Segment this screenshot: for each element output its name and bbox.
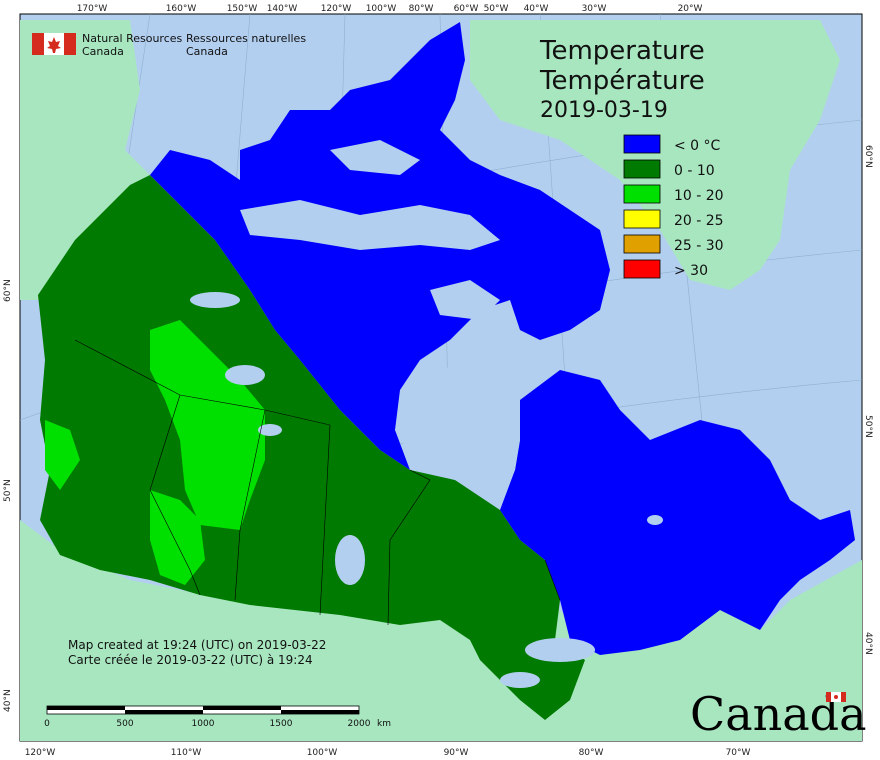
prairie-warm-zone — [150, 320, 265, 530]
credit-fr: Carte créée le 2019-03-22 (UTC) à 19:24 — [68, 653, 313, 667]
right-tick-label: 50°N — [863, 415, 873, 438]
top-tick-label: 120°W — [321, 4, 352, 14]
left-tick-label: 40°N — [3, 689, 13, 712]
agency-fr-line2: Canada — [186, 45, 228, 58]
canada-west-land — [38, 175, 585, 720]
bottom-tick-label: 100°W — [307, 748, 338, 758]
agency-en-line2: Canada — [82, 45, 124, 58]
legend-swatch-1 — [623, 159, 661, 179]
bottom-tick-label: 120°W — [25, 748, 56, 758]
bottom-tick-label: 110°W — [171, 748, 202, 758]
left-tick-label: 60°N — [3, 279, 13, 302]
scale-label: 500 — [116, 719, 133, 729]
legend-swatch-3 — [623, 209, 661, 229]
scale-bar: 0 500 1000 1500 2000 km — [44, 705, 391, 729]
legend-swatch-5 — [623, 259, 661, 279]
bottom-axis: 120°W 110°W 100°W 90°W 80°W 70°W — [25, 748, 751, 758]
left-axis: 60°N 50°N 40°N — [3, 279, 13, 712]
top-tick-label: 160°W — [166, 4, 197, 14]
scale-label: 1500 — [270, 719, 293, 729]
usa-land — [20, 520, 862, 741]
canada-wordmark: Canada — [690, 687, 867, 741]
greenland-land — [470, 20, 840, 290]
top-axis: 170°W 160°W 150°W 140°W 120°W 100°W 80°W… — [77, 4, 703, 14]
top-tick-label: 140°W — [267, 4, 298, 14]
southern-bc-warm-zone — [150, 490, 205, 585]
right-tick-label: 40°N — [863, 632, 873, 655]
legend-label-0: < 0 °C — [674, 138, 721, 154]
agency-fr-line1: Ressources naturelles — [186, 32, 306, 45]
hudson-bay — [395, 360, 520, 500]
legend-swatch-0 — [623, 134, 661, 154]
quebec-labrador-cold-zone — [500, 370, 855, 655]
maple-leaf-icon — [47, 37, 61, 53]
top-tick-label: 60°W — [454, 4, 479, 14]
nrcan-signature: Natural Resources Canada Ressources natu… — [32, 32, 306, 58]
bottom-tick-label: 90°W — [444, 748, 469, 758]
legend: < 0 °C 0 - 10 10 - 20 20 - 25 25 - 30 > … — [623, 134, 724, 279]
legend-label-4: 25 - 30 — [674, 238, 724, 254]
scale-unit: km — [377, 719, 391, 729]
flag-right-bar — [64, 33, 76, 55]
scale-label: 0 — [44, 719, 50, 729]
title-fr: Température — [539, 66, 705, 96]
agency-en-line1: Natural Resources — [82, 32, 183, 45]
top-tick-label: 150°W — [227, 4, 258, 14]
top-tick-label: 170°W — [77, 4, 108, 14]
left-tick-label: 50°N — [3, 479, 13, 502]
top-tick-label: 30°W — [582, 4, 607, 14]
right-axis: 60°N 50°N 40°N — [863, 145, 873, 655]
credit-en: Map created at 19:24 (UTC) on 2019-03-22 — [68, 638, 326, 652]
top-tick-label: 50°W — [484, 4, 509, 14]
bottom-tick-label: 80°W — [579, 748, 604, 758]
legend-label-1: 0 - 10 — [674, 163, 715, 179]
lakes — [190, 292, 663, 688]
legend-swatch-4 — [623, 234, 661, 254]
top-tick-label: 40°W — [524, 4, 549, 14]
right-tick-label: 60°N — [863, 145, 873, 168]
wordmark-flag-leaf-icon — [834, 695, 838, 699]
top-tick-label: 20°W — [678, 4, 703, 14]
legend-label-5: > 30 — [674, 263, 708, 279]
map-date: 2019-03-19 — [540, 98, 668, 123]
arctic-channels — [240, 140, 500, 320]
alaska-land — [20, 20, 150, 300]
legend-label-3: 20 - 25 — [674, 213, 724, 229]
flag-left-bar — [32, 33, 44, 55]
title-en: Temperature — [539, 36, 705, 66]
bottom-tick-label: 70°W — [726, 748, 751, 758]
interior-warm-zone — [45, 420, 80, 490]
top-tick-label: 80°W — [409, 4, 434, 14]
provincial-borders — [74, 339, 561, 626]
top-tick-label: 100°W — [366, 4, 397, 14]
scale-label: 1000 — [192, 719, 215, 729]
legend-swatch-2 — [623, 184, 661, 204]
legend-label-2: 10 - 20 — [674, 188, 724, 204]
scale-label: 2000 — [348, 719, 371, 729]
